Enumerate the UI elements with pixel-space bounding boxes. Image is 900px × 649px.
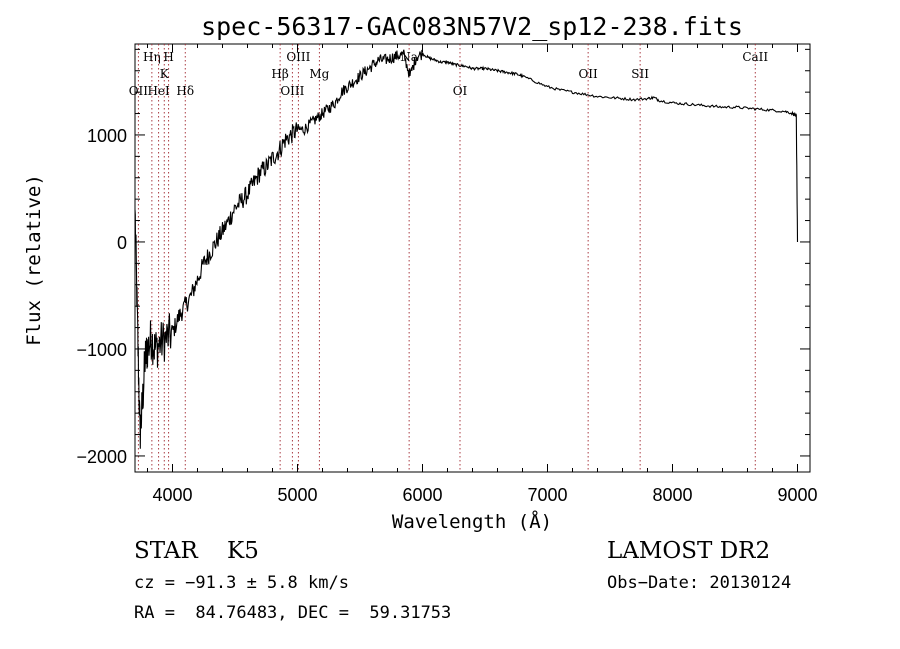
- spectral-line-label: OIII: [286, 50, 310, 64]
- y-tick-label: −1000: [76, 340, 127, 360]
- spectral-line-label: OIII: [280, 84, 304, 98]
- spectral-line-label: SII: [631, 67, 649, 81]
- y-tick-label: 1000: [87, 126, 127, 146]
- y-tick-label: 0: [117, 233, 127, 253]
- object-class: STAR K5: [134, 538, 259, 564]
- spectral-line-label: H: [163, 50, 173, 64]
- ra-dec-text: RA = 84.76483, DEC = 59.31753: [134, 603, 452, 623]
- y-tick-label: −2000: [76, 447, 127, 467]
- x-axis-label: Wavelength (Å): [392, 510, 552, 533]
- obs-date-text: Obs−Date: 20130124: [607, 573, 792, 593]
- x-tick-label: 9000: [777, 485, 817, 505]
- spectral-line-label: Hβ: [271, 67, 288, 81]
- spectral-line-label: Mg: [309, 67, 329, 81]
- x-tick-label: 4000: [152, 485, 192, 505]
- redshift-text: cz = −91.3 ± 5.8 km/s: [134, 573, 349, 593]
- spectral-line-label: Hη: [143, 50, 161, 64]
- spectral-line-label: OI: [453, 84, 468, 98]
- x-tick-label: 7000: [527, 485, 567, 505]
- plot-frame: [134, 43, 811, 473]
- chart-title: spec-56317-GAC083N57V2_sp12-238.fits: [201, 12, 743, 41]
- x-tick-label: 6000: [402, 485, 442, 505]
- y-axis-label: Flux (relative): [23, 174, 45, 346]
- x-tick-label: 5000: [277, 485, 317, 505]
- x-axis-ticks: 4000 5000 6000 7000 8000 9000: [147, 44, 818, 505]
- spectrum-series-line: [134, 49, 799, 449]
- spectral-line-label: K: [160, 67, 170, 81]
- spectral-line-label: CaII: [742, 50, 768, 64]
- spectral-line-label: OII: [578, 67, 598, 81]
- spectral-line-label: OII: [129, 84, 149, 98]
- survey-label: LAMOST DR2: [607, 538, 771, 564]
- x-tick-label: 8000: [652, 485, 692, 505]
- spectral-line-label: Hδ: [176, 84, 194, 98]
- spectral-line-label: HeI: [147, 84, 170, 98]
- y-axis-ticks: −2000 −1000 0 1000: [76, 48, 810, 467]
